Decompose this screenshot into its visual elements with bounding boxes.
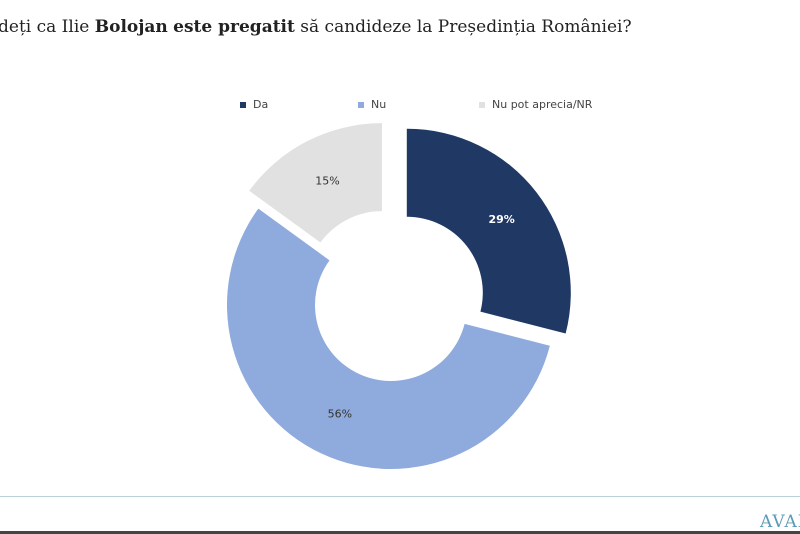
data-label: 15%: [315, 174, 339, 187]
legend-item-nr: Nu pot aprecia/NR: [479, 98, 592, 111]
title-part: dеți ca Ilie: [0, 17, 95, 37]
title-bold: este pregatit: [173, 17, 295, 37]
bottom-bar: [0, 531, 800, 534]
legend-swatch: [240, 101, 246, 108]
footer-divider: [0, 496, 800, 497]
title-part: să candideze la Președinția României?: [294, 17, 632, 37]
slice-da: [406, 128, 571, 334]
slice-nu: [226, 208, 550, 470]
legend-label: Nu pot aprecia/NR: [492, 98, 593, 111]
data-label: 56%: [328, 408, 352, 421]
data-label: 29%: [488, 213, 514, 226]
slice-nu-pot-aprecia-nr: [249, 123, 382, 243]
legend-item-nu: Nu: [358, 98, 386, 111]
legend-item-da: Da: [240, 98, 268, 111]
legend-swatch: [358, 101, 364, 108]
legend-label: Da: [253, 98, 269, 111]
legend-label: Nu: [371, 98, 387, 111]
title-bold: Bolojan: [94, 17, 168, 37]
legend-swatch: [479, 101, 485, 108]
chart-title: dеți ca Ilie Bolojan este pregatit să ca…: [0, 17, 632, 37]
logo: AVAN: [760, 512, 800, 532]
